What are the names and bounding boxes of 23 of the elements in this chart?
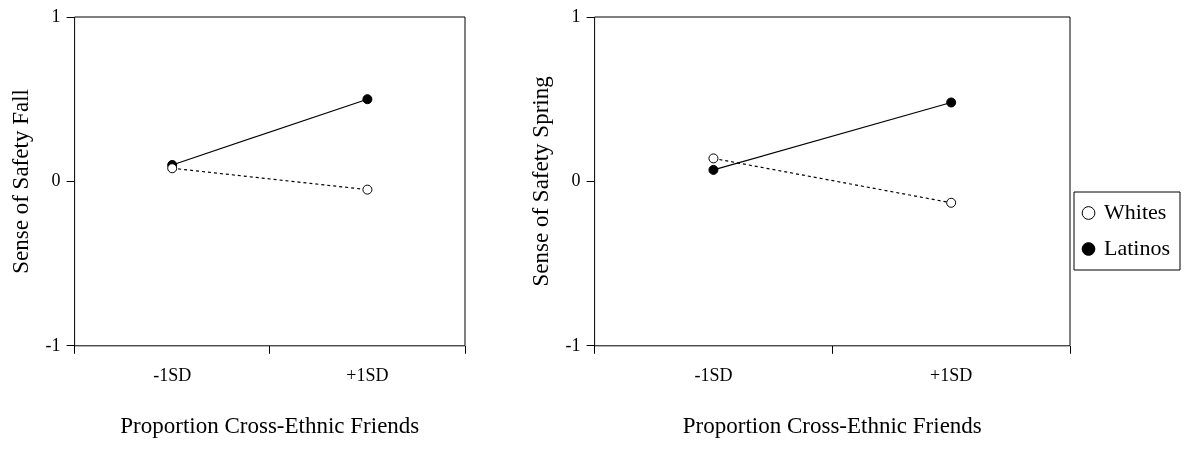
point (708, 153, 719, 164)
x-tick-label: +1SD (930, 365, 973, 386)
point (167, 163, 178, 174)
x-axis-title: Proportion Cross-Ethnic Friends (120, 413, 420, 439)
legend-label: Whites (1104, 198, 1167, 224)
y-tick-label: -1 (45, 334, 61, 355)
y-tick-label: 1 (571, 5, 581, 26)
point (362, 184, 373, 195)
y-tick-label: 0 (51, 170, 61, 191)
point (946, 97, 957, 108)
x-tick-label: -1SD (694, 365, 733, 386)
y-axis-title: Sense of Safety Fall (7, 89, 33, 274)
point (708, 164, 719, 175)
x-tick-label: +1SD (346, 365, 389, 386)
point (362, 94, 373, 105)
y-tick-label: 0 (571, 170, 581, 191)
y-tick-label: 1 (51, 5, 61, 26)
point (946, 197, 957, 208)
legend-label: Latinos (1104, 234, 1171, 260)
x-tick-label: -1SD (153, 365, 192, 386)
x-axis-title: Proportion Cross-Ethnic Friends (682, 413, 982, 439)
y-tick-label: -1 (565, 334, 581, 355)
y-axis-title: Sense of Safety Spring (527, 75, 553, 287)
